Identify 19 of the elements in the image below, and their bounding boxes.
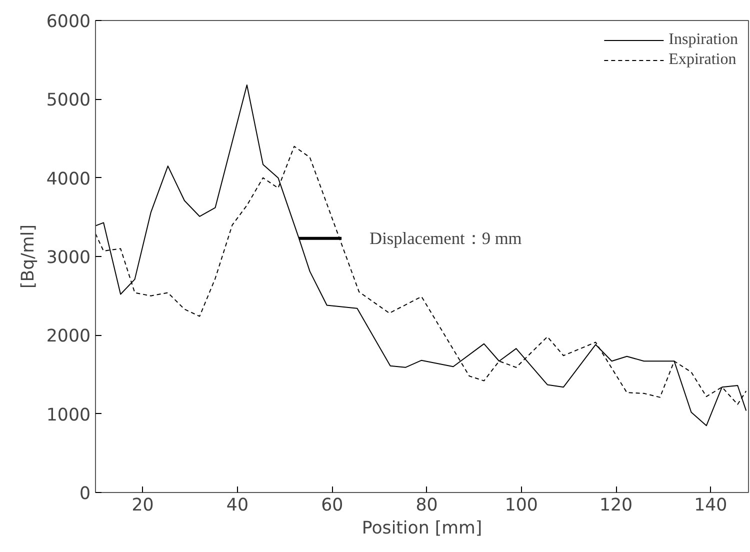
x-tick-label: 20 — [132, 496, 154, 516]
x-tick-label: 80 — [416, 496, 438, 516]
y-axis-title: [Bq/ml] — [18, 224, 38, 288]
x-tick-label: 120 — [599, 496, 633, 516]
y-tick-label: 3000 — [46, 248, 91, 268]
y-tick-label: 6000 — [46, 12, 91, 32]
x-tick-label: 60 — [321, 496, 344, 516]
x-tick-label: 100 — [504, 496, 538, 516]
x-axis-title: Position [mm] — [362, 518, 482, 538]
y-tick-label: 1000 — [46, 405, 91, 426]
annotation: Displacement：9 mm — [370, 228, 522, 248]
x-tick-label: 40 — [226, 496, 248, 516]
y-tick-label: 4000 — [46, 169, 91, 190]
legend-label: Expiration — [668, 51, 736, 69]
y-tick-label: 0 — [79, 484, 91, 504]
legend-label: Inspiration — [668, 31, 738, 49]
y-tick-label: 5000 — [46, 90, 91, 111]
x-tick-label: 140 — [694, 496, 728, 516]
y-tick-label: 2000 — [46, 326, 91, 347]
